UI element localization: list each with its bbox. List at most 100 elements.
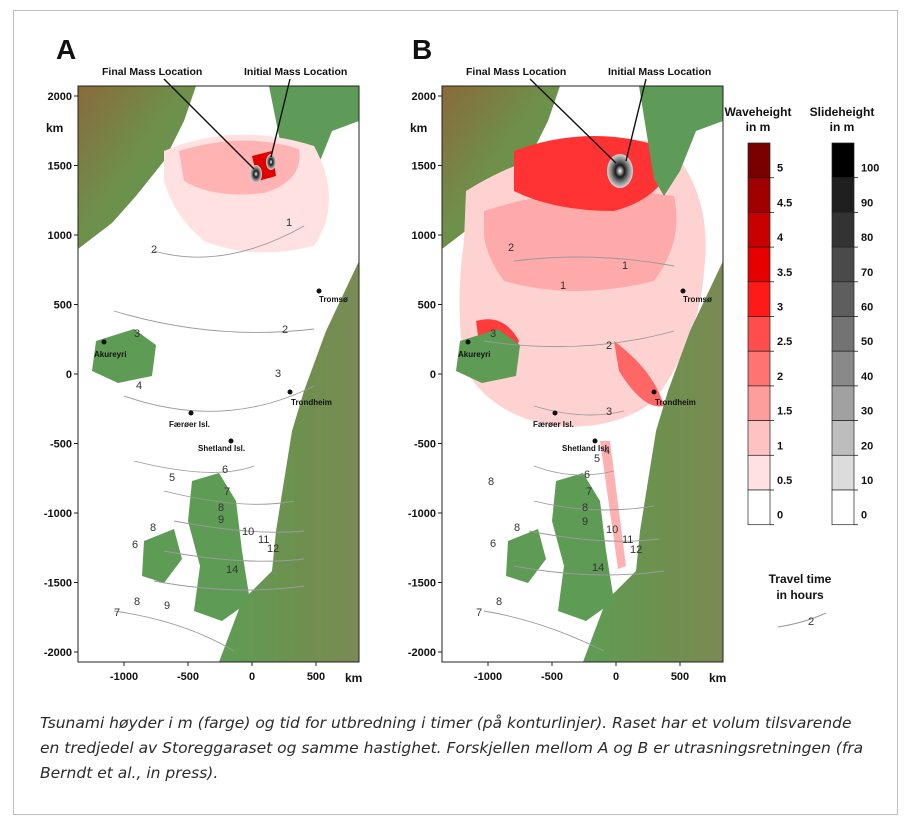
panel-a-ytick-label: 0	[66, 369, 72, 381]
panel-b-contour-label: 5	[594, 453, 600, 465]
panel-b-final-mass-label: Final Mass Location	[466, 66, 566, 78]
panel-b-xtick-label: -1000	[474, 671, 502, 683]
panel-b-contour-label: 9	[582, 516, 588, 528]
slideheight-swatch	[831, 454, 855, 491]
panel-b-slide	[607, 154, 633, 188]
panel-b-xtick-label: 0	[613, 671, 619, 683]
panel-a-contour-label: 11	[258, 534, 269, 546]
panel-b-xtick-label: -500	[541, 671, 563, 683]
panel-a-place-akureyri: Akureyri	[94, 350, 126, 359]
figure-caption: Tsunami høyder i m (farge) og tid for ut…	[40, 714, 864, 782]
panel-a-place-shetland: Shetland Isl.	[198, 444, 245, 453]
panel-a-ytick-label: -2000	[44, 647, 72, 659]
panel-b-final-pointer	[529, 78, 617, 164]
panel-b-contour-label: 14	[592, 562, 604, 574]
waveheight-label: 2	[777, 371, 783, 383]
panel-a-greenland	[78, 86, 196, 249]
panel-b-contour-label: 10	[606, 524, 618, 536]
panel-a-contour-label: 2	[282, 324, 288, 336]
panel-a-britain	[188, 473, 250, 621]
panel-a-ytick-label: -500	[50, 439, 72, 451]
panel-a-place-trondheim: Trondheim	[291, 398, 332, 407]
waveheight-swatch	[747, 212, 771, 248]
panel-a-contour-label: 14	[226, 564, 238, 576]
panel-b-ytick-label: -2000	[408, 647, 436, 659]
panel-b-ytick-label: -1500	[408, 578, 436, 590]
figure-frame: A Final Mass Location Initial Mass Locat…	[13, 10, 898, 815]
panel-b-ytick-label: 0	[430, 369, 436, 381]
panel-a-place-faroe: Færøer Isl.	[169, 420, 210, 429]
waveheight-label: 3.5	[777, 267, 792, 279]
waveheight-label: 4	[777, 232, 784, 244]
panel-b-contour-label: 1	[560, 280, 566, 292]
panel-b-yunit: km	[410, 121, 427, 135]
panel-a-contour-label: 5	[169, 472, 175, 484]
panel-b-contour-label: 3	[606, 406, 612, 418]
panel-a-ytick-label: -1500	[44, 578, 72, 590]
panel-b-wave-high	[514, 136, 674, 211]
panel-b-svalbard	[639, 86, 723, 196]
slideheight-swatch	[831, 316, 855, 352]
panel-b-ytick-label: -1000	[408, 508, 436, 520]
panel-a-ytick-label: 2000	[48, 91, 72, 103]
waveheight-unit: in m	[746, 120, 771, 134]
waveheight-label: 5	[777, 163, 783, 175]
panel-a-final-mass-label: Final Mass Location	[102, 66, 202, 78]
panel-a-contour-label: 6	[222, 464, 228, 476]
panel-a-contour-label: 6	[132, 539, 138, 551]
panel-b-ytick-label: 2000	[412, 91, 436, 103]
waveheight-swatch	[747, 350, 771, 387]
panel-b-contour-label: 8	[582, 502, 588, 514]
panel-a: A Final Mass Location Initial Mass Locat…	[44, 34, 362, 685]
panel-a-contour-label: 2	[151, 244, 157, 256]
waveheight-swatch	[747, 316, 771, 352]
slideheight-label: 90	[861, 197, 873, 209]
waveheight-label: 1.5	[777, 406, 792, 418]
panel-b-place-trondheim: Trondheim	[655, 398, 696, 407]
panel-b: B Final Mass Location Initial Mass Locat…	[408, 34, 726, 685]
panel-a-contour-label: 1	[286, 217, 292, 229]
panel-a-ytick-label: -1000	[44, 508, 72, 520]
panel-b-initial-pointer	[625, 78, 647, 162]
panel-a-contour-label: 8	[218, 502, 224, 514]
panel-b-contour-label: 3	[490, 328, 496, 340]
panel-a-initial-mass-label: Initial Mass Location	[244, 66, 347, 78]
panel-a-initial-slide	[266, 154, 276, 170]
panel-a-contour-label: 3	[134, 328, 140, 340]
waveheight-scale: 5 4.5 4 3.5 3 2.5 2 1.5 1 0.5 0	[747, 142, 792, 526]
panel-a-contour-label: 3	[275, 368, 281, 380]
panel-b-wave-mid	[483, 191, 677, 291]
waveheight-label: 0	[777, 510, 783, 522]
slideheight-label: 30	[861, 406, 873, 418]
panel-b-place-akureyri: Akureyri	[458, 350, 490, 359]
waveheight-label: 3	[777, 302, 783, 314]
panel-b-contour-label: 11	[622, 534, 633, 546]
panel-b-contour-label: 4	[604, 445, 610, 457]
panel-b-ytick-label: -500	[414, 439, 436, 451]
panel-b-contour-label: 7	[586, 486, 592, 498]
panel-a-contour-label: 8	[150, 522, 156, 534]
panel-a-ytick-label: 1000	[48, 230, 72, 242]
panel-b-contour-label: 1	[622, 260, 628, 272]
panel-b-scandinavia	[583, 261, 723, 662]
slideheight-label: 20	[861, 440, 873, 452]
panel-a-xtick-label: -500	[177, 671, 199, 683]
panel-a-ytick-label: 500	[54, 300, 72, 312]
slideheight-label: 0	[861, 510, 867, 522]
panel-a-contour-label: 7	[224, 486, 230, 498]
slideheight-unit: in m	[830, 120, 855, 134]
slideheight-swatch	[831, 281, 855, 317]
travel-time-title: Travel time	[769, 572, 832, 586]
slideheight-swatch	[831, 420, 855, 456]
panel-b-initial-mass-label: Initial Mass Location	[608, 66, 711, 78]
slideheight-swatch	[831, 177, 855, 213]
slideheight-swatch	[831, 212, 855, 248]
panel-a-place-tromso: Tromsø	[319, 295, 348, 304]
panel-a-letter: A	[56, 34, 76, 65]
panel-a-contour-label: 9	[164, 600, 170, 612]
waveheight-swatch	[747, 177, 771, 213]
travel-time-sample-label: 2	[808, 616, 814, 628]
panel-b-place-faroe: Færøer Isl.	[533, 420, 574, 429]
panel-a-final-slide	[250, 165, 262, 183]
